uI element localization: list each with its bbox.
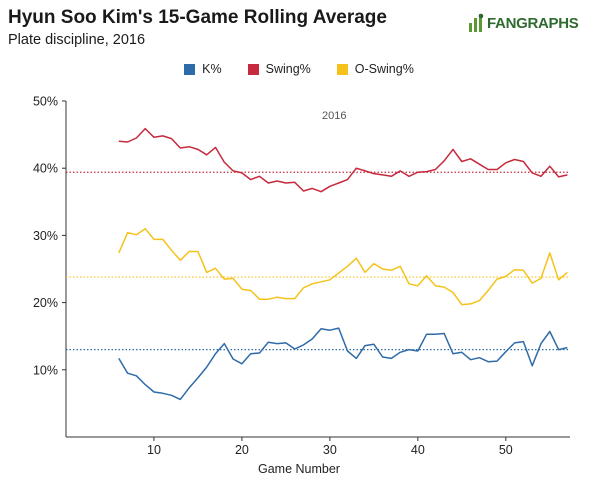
legend-item-oswing: O-Swing%	[336, 62, 414, 76]
fangraphs-logo-icon	[469, 13, 484, 32]
x-axis-label: Game Number	[258, 462, 340, 476]
x-tick-label: 10	[147, 443, 161, 457]
y-tick-label: 50%	[33, 95, 58, 109]
legend-label-oswing: O-Swing%	[354, 62, 414, 76]
chart-title: Hyun Soo Kim's 15-Game Rolling Average	[8, 7, 387, 28]
x-tick-label: 50	[499, 443, 513, 457]
legend-label-k: K%	[202, 62, 222, 76]
fangraphs-logo-text: FANGRAPHS	[487, 14, 579, 32]
legend-label-swing: Swing%	[265, 62, 311, 76]
x-tick-label: 20	[235, 443, 249, 457]
y-tick-label: 10%	[33, 363, 58, 377]
series-line-k	[118, 327, 568, 401]
legend-swatch-k	[184, 63, 196, 75]
y-tick-label: 30%	[33, 229, 58, 243]
x-tick-label: 30	[323, 443, 337, 457]
legend-item-swing: Swing%	[247, 62, 311, 76]
legend-item-k: K%	[184, 62, 222, 76]
y-tick-label: 20%	[33, 296, 58, 310]
legend-swatch-swing	[247, 63, 259, 75]
season-annotation: 2016	[322, 110, 346, 122]
y-tick-label: 40%	[33, 162, 58, 176]
fangraphs-logo: FANGRAPHS	[468, 12, 579, 34]
series-line-oswing	[118, 227, 568, 306]
chart-subtitle: Plate discipline, 2016	[8, 32, 146, 48]
series-line-swing	[118, 127, 568, 193]
legend-swatch-oswing	[336, 63, 348, 75]
chart-legend: K% Swing% O-Swing%	[0, 62, 598, 76]
x-tick-label: 40	[411, 443, 425, 457]
